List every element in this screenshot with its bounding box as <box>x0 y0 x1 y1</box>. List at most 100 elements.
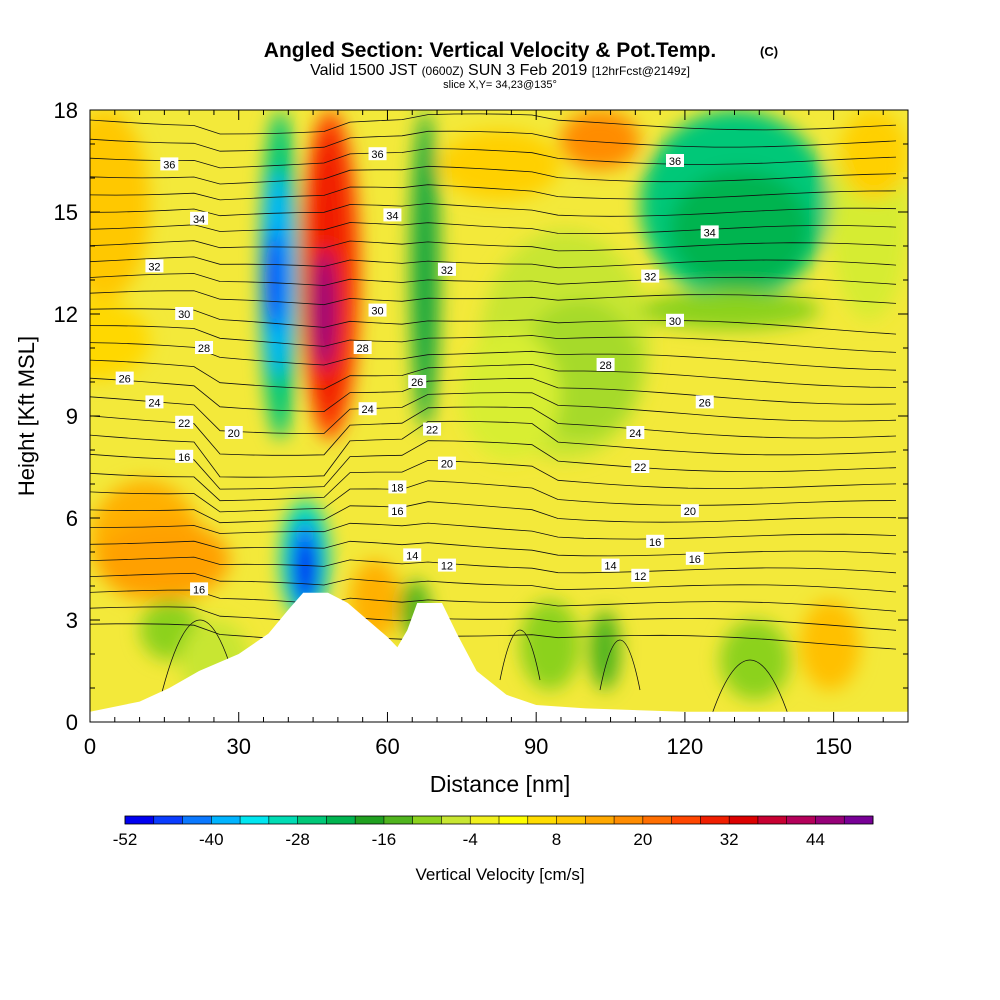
contour-label: 28 <box>195 341 214 355</box>
subtitle-forecast: [12hrFcst@2149z] <box>592 64 690 78</box>
x-tick-label: 0 <box>84 734 96 759</box>
y-tick-label: 0 <box>66 710 78 735</box>
contour-label: 20 <box>437 456 456 471</box>
contour-label: 12 <box>631 568 650 583</box>
x-tick-label: 60 <box>375 734 399 759</box>
colorbar: -52 -40 -28 -16 -4 8 20 32 44 <box>113 815 874 849</box>
subtitle-date: SUN 3 Feb 2019 <box>468 62 587 79</box>
contour-label: 16 <box>190 582 209 596</box>
contour-label: 36 <box>665 154 684 168</box>
contour-label: 30 <box>175 307 194 321</box>
colorbar-swatch <box>642 816 672 824</box>
colorbar-swatch <box>700 816 730 824</box>
colorbar-swatch <box>412 816 442 824</box>
theta-contour-line <box>90 501 897 524</box>
theta-contour-line <box>90 290 897 306</box>
colorbar-swatch <box>757 816 787 824</box>
colorbar-label: Vertical Velocity [cm/s] <box>415 865 584 884</box>
contour-label-text: 28 <box>599 360 611 372</box>
contour-label: 28 <box>353 341 372 355</box>
theta-contour-line <box>90 222 897 235</box>
contour-label: 24 <box>145 395 164 409</box>
colorbar-tick-label: -4 <box>463 830 478 849</box>
contour-label: 32 <box>145 259 164 273</box>
colorbar-swatch <box>182 816 212 824</box>
contour-label: 16 <box>388 504 407 518</box>
contour-label-text: 16 <box>178 452 190 464</box>
slice-label: slice X,Y= 34,23@135° <box>443 79 557 91</box>
chart-title: Angled Section: Vertical Velocity & Pot.… <box>264 39 716 62</box>
theta-contour-line <box>90 377 897 413</box>
contour-label-text: 22 <box>426 425 438 437</box>
contour-label-text: 22 <box>634 462 646 474</box>
x-axis-label: Distance [nm] <box>430 771 571 797</box>
contour-label-text: 28 <box>357 343 369 355</box>
contour-label: 22 <box>175 415 194 430</box>
contour-label: 30 <box>665 313 684 328</box>
contour-label: 24 <box>626 426 645 440</box>
theta-contour-line <box>90 148 897 169</box>
contour-label: 16 <box>175 449 194 464</box>
theta-contour-line <box>709 659 791 721</box>
theta-contour-line <box>90 623 897 650</box>
contour-label: 18 <box>388 480 407 494</box>
terrain-mask <box>90 592 908 722</box>
contour-label: 22 <box>631 460 650 474</box>
contour-label-text: 36 <box>163 159 175 171</box>
theta-contour-line <box>90 406 897 456</box>
theta-contour-line <box>90 273 897 286</box>
colorbar-swatch <box>153 816 183 824</box>
y-tick-label: 18 <box>54 98 78 123</box>
theta-contour-line <box>90 606 897 631</box>
contour-label-text: 24 <box>629 428 641 440</box>
colorbar-swatch <box>355 816 385 824</box>
contour-label-text: 14 <box>604 561 616 573</box>
contour-label: 20 <box>680 504 699 518</box>
contour-label: 34 <box>700 225 719 239</box>
contour-label: 26 <box>408 375 427 389</box>
colorbar-swatch <box>614 816 644 824</box>
colorbar-swatch <box>211 816 241 824</box>
contour-label-text: 30 <box>371 306 383 318</box>
y-tick-label: 9 <box>66 404 78 429</box>
contour-label: 26 <box>115 371 134 386</box>
contour-label-text: 22 <box>178 418 190 430</box>
theta-contour-line <box>90 113 897 135</box>
theta-contour-line <box>90 480 897 513</box>
y-axis-label: Height [Kft MSL] <box>14 336 39 496</box>
x-tick-label: 30 <box>226 734 250 759</box>
contour-label-text: 20 <box>684 506 696 518</box>
colorbar-swatch <box>240 816 270 824</box>
y-tick-label: 6 <box>66 506 78 531</box>
x-tick-label: 150 <box>815 734 852 759</box>
contour-label-text: 30 <box>178 309 190 321</box>
colorbar-tick-label: 32 <box>720 830 739 849</box>
potential-temperature-contours <box>90 113 897 721</box>
theta-contour-line <box>90 420 897 478</box>
contour-label: 28 <box>596 358 615 372</box>
contour-label: 36 <box>160 157 179 171</box>
theta-contour-line <box>90 240 897 252</box>
chart-subtitle: Valid 1500 JST (0600Z) SUN 3 Feb 2019 [1… <box>310 62 690 79</box>
colorbar-tick-label: -16 <box>372 830 397 849</box>
contour-label-text: 14 <box>406 550 418 562</box>
theta-contour-line <box>90 522 897 540</box>
contour-label: 16 <box>646 534 665 549</box>
contour-label-text: 34 <box>386 210 398 222</box>
contour-label-text: 16 <box>689 554 701 566</box>
theta-contour-line <box>90 392 897 434</box>
colorbar-swatch <box>556 816 586 824</box>
contour-label-text: 20 <box>228 428 240 440</box>
contour-label-text: 34 <box>193 214 205 226</box>
x-tick-label: 90 <box>524 734 548 759</box>
theta-contour-line <box>90 540 897 557</box>
colorbar-swatch <box>441 816 471 824</box>
y-tick-label: 15 <box>54 200 78 225</box>
y-tick-label: 12 <box>54 302 78 327</box>
contour-label: 32 <box>641 269 660 284</box>
contour-label-text: 12 <box>634 571 646 583</box>
y-tick-label: 3 <box>66 608 78 633</box>
theta-contour-line <box>90 342 897 371</box>
colorbar-tick-label: -40 <box>199 830 224 849</box>
colorbar-tick-label: 44 <box>806 830 825 849</box>
